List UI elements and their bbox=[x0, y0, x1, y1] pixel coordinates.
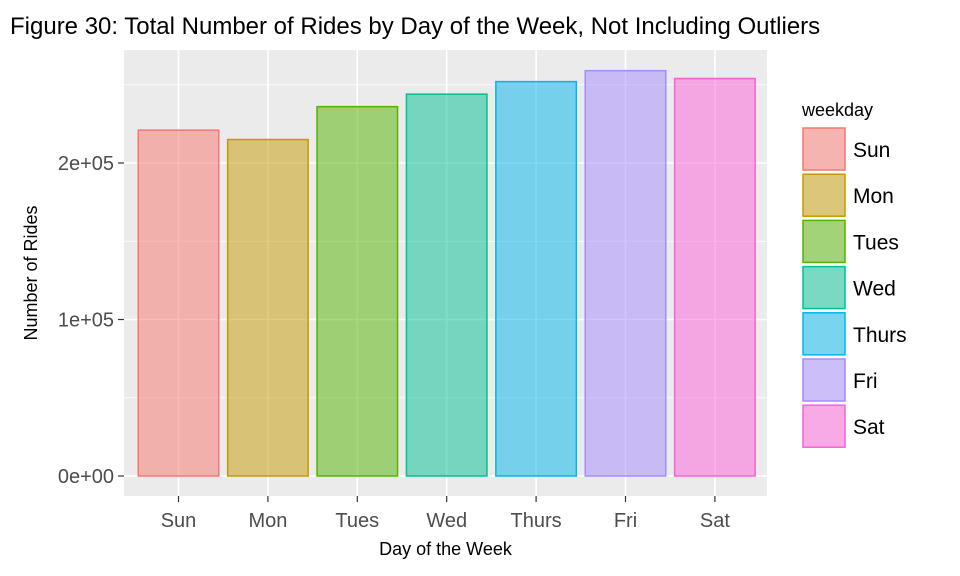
legend-label-tues: Tues bbox=[853, 231, 899, 254]
x-axis: Sun Mon Tues Wed Thurs Fri Sat bbox=[161, 496, 730, 532]
legend: weekday Sun Mon Tues Wed Thurs Fri Sat bbox=[801, 100, 907, 448]
legend-key-sat bbox=[802, 404, 846, 448]
y-axis-title: Number of Rides bbox=[21, 205, 41, 340]
legend-label-sat: Sat bbox=[853, 416, 885, 439]
y-tick-label: 1e+05 bbox=[58, 310, 114, 332]
bar-tues bbox=[316, 105, 399, 477]
bar-sat bbox=[673, 77, 756, 477]
legend-key-thurs bbox=[802, 312, 846, 356]
x-tick-label: Tues bbox=[335, 510, 379, 532]
legend-key-sun bbox=[802, 127, 846, 171]
legend-label-sun: Sun bbox=[853, 139, 890, 162]
x-tick-label: Sat bbox=[700, 510, 730, 532]
bar-sun bbox=[137, 129, 220, 477]
legend-key-wed bbox=[802, 265, 846, 310]
y-axis: 0e+00 1e+05 2e+05 bbox=[58, 153, 124, 488]
y-tick-label: 0e+00 bbox=[58, 466, 114, 488]
legend-label-wed: Wed bbox=[853, 278, 896, 301]
legend-label-mon: Mon bbox=[853, 185, 894, 208]
x-tick-label: Wed bbox=[426, 510, 467, 532]
bar-fri bbox=[584, 69, 667, 477]
bar-mon bbox=[226, 138, 309, 477]
bar-thurs bbox=[495, 80, 578, 477]
y-tick-label: 2e+05 bbox=[58, 153, 114, 175]
legend-key-mon bbox=[802, 173, 846, 217]
bars bbox=[137, 69, 756, 477]
legend-key-fri bbox=[802, 358, 846, 402]
x-tick-label: Fri bbox=[614, 510, 637, 532]
x-tick-label: Thurs bbox=[511, 510, 562, 532]
chart-title: Figure 30: Total Number of Rides by Day … bbox=[10, 13, 820, 40]
bar-wed bbox=[405, 93, 488, 477]
legend-items: Sun Mon Tues Wed Thurs Fri Sat bbox=[802, 127, 907, 448]
legend-label-thurs: Thurs bbox=[853, 324, 907, 347]
x-tick-label: Mon bbox=[248, 510, 287, 532]
legend-title: weekday bbox=[801, 100, 873, 120]
x-tick-label: Sun bbox=[161, 510, 197, 532]
legend-label-fri: Fri bbox=[853, 370, 878, 393]
legend-key-tues bbox=[802, 219, 846, 264]
x-axis-title: Day of the Week bbox=[379, 539, 513, 559]
